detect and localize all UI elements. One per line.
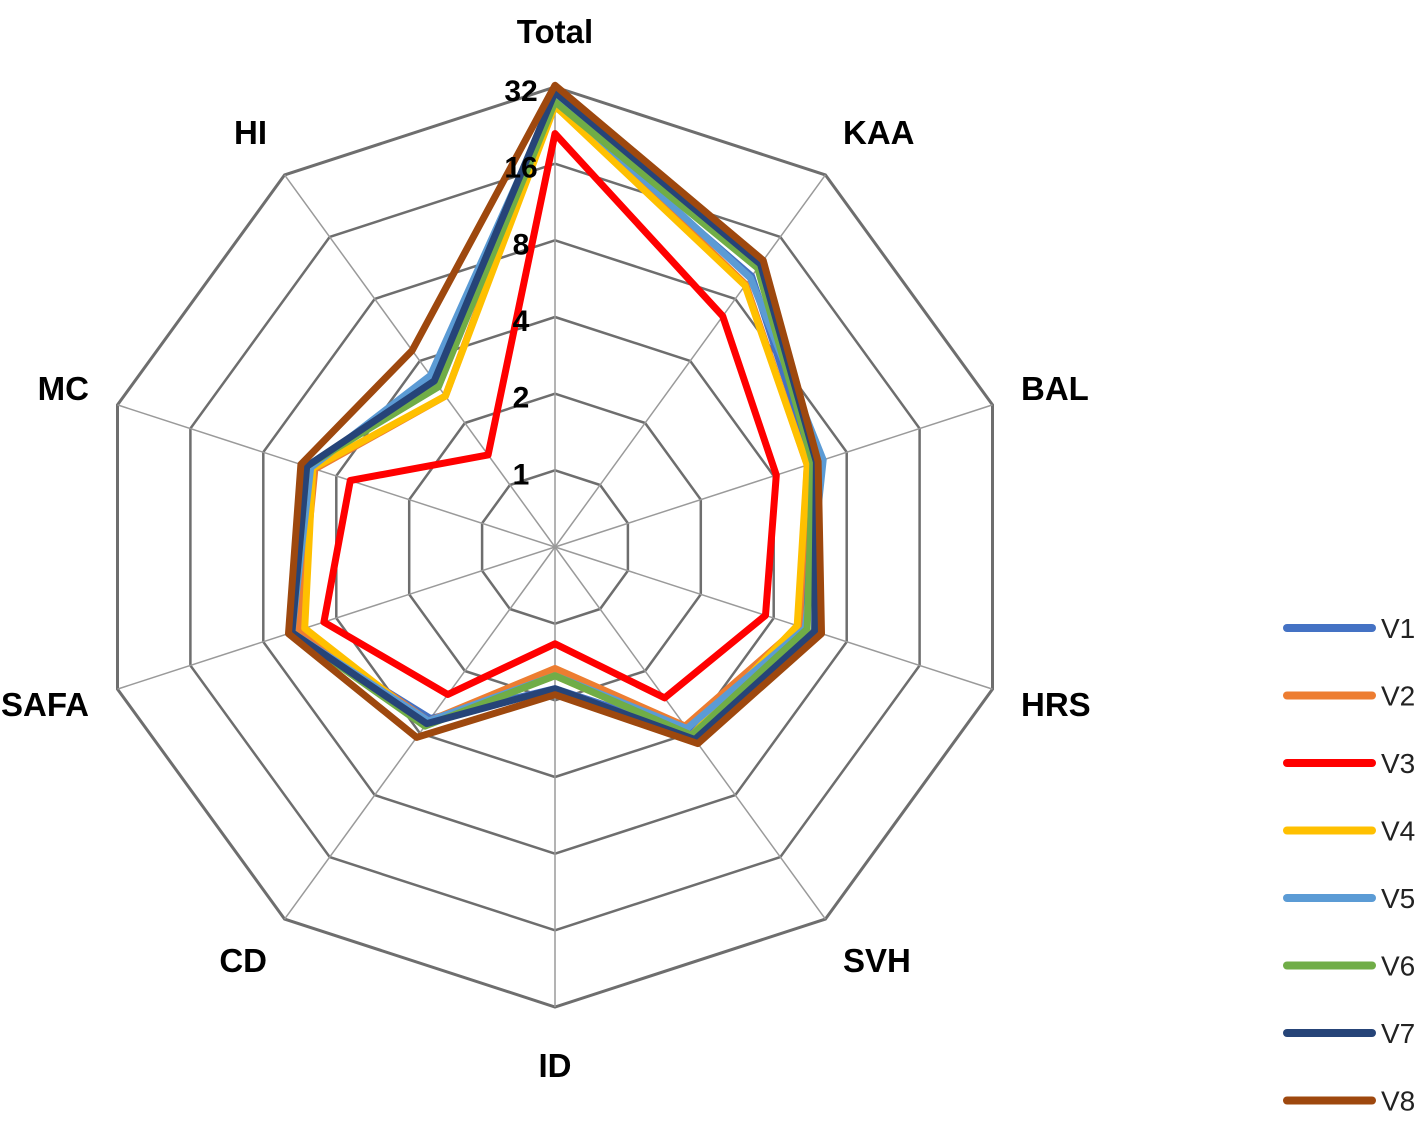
series-line-v3 xyxy=(320,130,780,702)
legend-label-v2: V2 xyxy=(1381,681,1415,712)
grid-spoke xyxy=(554,174,827,548)
axis-label-svh: SVH xyxy=(843,942,911,979)
tick-label: 32 xyxy=(504,75,537,108)
axis-label-total: Total xyxy=(517,13,593,50)
radar-series xyxy=(285,81,827,748)
grid-spoke xyxy=(283,174,556,548)
radar-axis-labels: Total KAA BAL HRS SVH ID CD SAFA MC HI xyxy=(1,13,1091,1084)
tick-label: 16 xyxy=(504,152,537,185)
legend-label-v8: V8 xyxy=(1381,1086,1415,1117)
chart-legend: V1 V2 V3 V4 V5 V6 V7 V8 xyxy=(1283,613,1415,1117)
axis-label-hrs: HRS xyxy=(1021,686,1091,723)
legend-label-v6: V6 xyxy=(1381,951,1415,982)
grid-spoke xyxy=(554,546,993,690)
tick-label: 8 xyxy=(513,228,530,261)
axis-label-hi: HI xyxy=(234,114,267,151)
tick-label: 4 xyxy=(513,305,530,338)
series-line-v8 xyxy=(285,81,825,748)
tick-label: 2 xyxy=(513,382,530,415)
axis-label-bal: BAL xyxy=(1021,370,1089,407)
tick-label: 1 xyxy=(513,458,530,491)
radar-tick-labels: 1 2 4 8 16 32 xyxy=(504,75,537,491)
axis-label-mc: MC xyxy=(38,370,89,407)
legend-label-v7: V7 xyxy=(1381,1018,1415,1049)
grid-spoke xyxy=(117,546,556,690)
axis-label-kaa: KAA xyxy=(843,114,915,151)
legend-label-v5: V5 xyxy=(1381,883,1415,914)
legend-label-v1: V1 xyxy=(1381,613,1415,644)
axis-label-cd: CD xyxy=(219,942,267,979)
axis-label-safa: SAFA xyxy=(1,686,89,723)
grid-spoke xyxy=(117,404,556,548)
legend-label-v4: V4 xyxy=(1381,816,1415,847)
radar-grid xyxy=(116,85,994,1009)
legend-label-v3: V3 xyxy=(1381,748,1415,779)
axis-label-id: ID xyxy=(539,1047,572,1084)
